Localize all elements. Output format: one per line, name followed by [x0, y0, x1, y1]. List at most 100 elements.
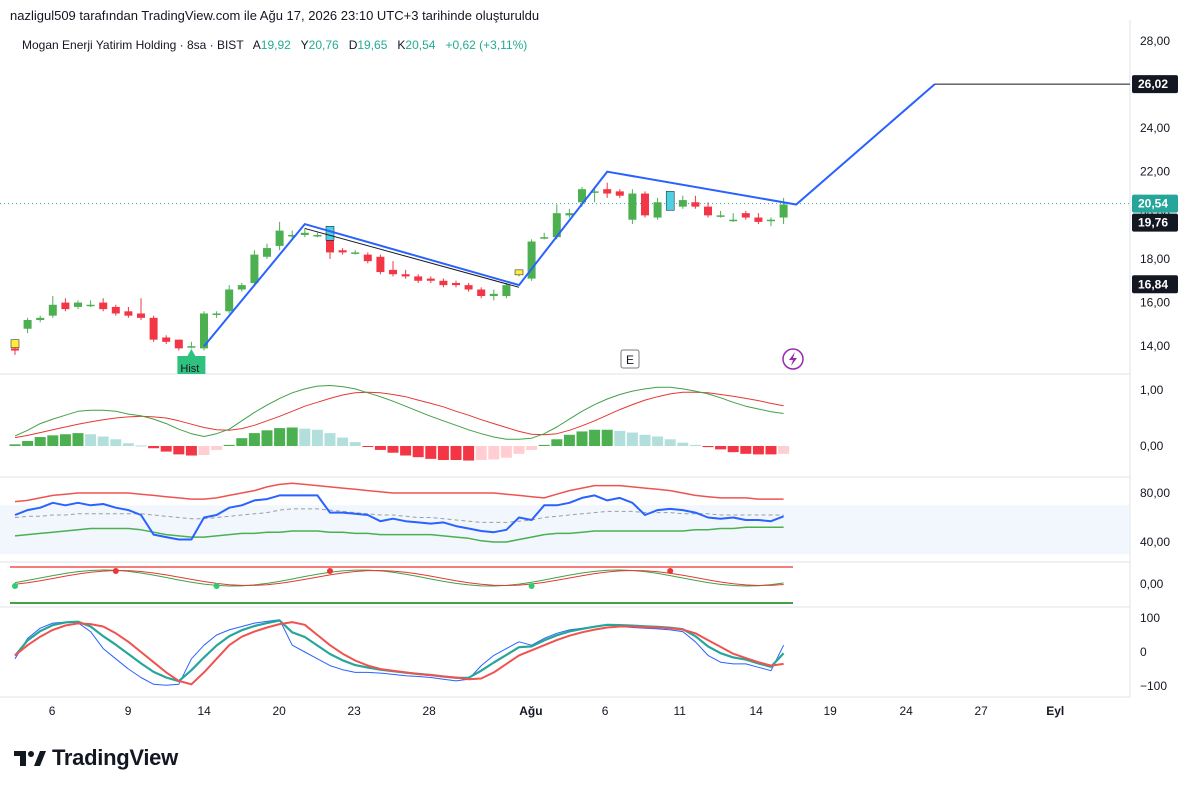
stoch-slow-line — [14, 621, 784, 686]
candle-body — [452, 282, 460, 286]
high-price-label: 19,76 — [1138, 216, 1168, 230]
candle-body — [414, 276, 423, 281]
macd-histogram-bar — [198, 446, 210, 455]
target-price-label: 26,02 — [1138, 77, 1168, 91]
macd-histogram-bar — [563, 434, 575, 446]
macd-histogram-bar — [97, 436, 109, 446]
pattern-line-parallel — [304, 227, 520, 288]
candle-body — [200, 313, 208, 349]
macd-histogram-bar — [135, 445, 147, 447]
macd-histogram-bar — [400, 446, 412, 456]
candle-body — [300, 232, 309, 235]
candle-body — [540, 237, 549, 239]
candle-body — [288, 234, 297, 237]
high-price-label-bg — [1132, 213, 1178, 232]
macd-histogram-bar — [652, 436, 664, 446]
support-price-label: 16,84 — [1138, 277, 1168, 291]
candle-body — [162, 337, 171, 342]
macd-histogram-bar — [576, 431, 588, 446]
time-tick-label: 24 — [900, 704, 914, 718]
macd-histogram-bar — [374, 446, 386, 450]
macd-histogram-bar — [362, 446, 374, 447]
alert-candle — [10, 339, 20, 348]
candle-body — [502, 285, 511, 297]
macd-histogram-bar — [639, 434, 651, 446]
macd-histogram-bar — [551, 439, 563, 446]
macd-tick-label: 0,00 — [1140, 439, 1164, 453]
macd-histogram-bar — [223, 444, 235, 446]
macd-histogram-bar — [626, 432, 638, 446]
macd-histogram-bar — [173, 446, 185, 455]
macd-histogram-bar — [715, 446, 727, 450]
tradingview-logo[interactable]: TradingView — [12, 745, 178, 771]
high-label: Y — [300, 38, 309, 52]
alert-candle — [325, 226, 335, 241]
macd-histogram-bar — [324, 433, 336, 446]
stoch-tick-label: 100 — [1140, 611, 1160, 625]
support-price-label-bg — [1132, 275, 1178, 294]
candle-body — [628, 193, 637, 220]
macd-histogram-bar — [47, 435, 59, 446]
candle-body — [212, 313, 221, 315]
candle-body — [237, 285, 246, 290]
macd-histogram-bar — [526, 446, 538, 450]
brand-name: TradingView — [52, 745, 178, 770]
candle-body — [527, 241, 536, 279]
candle-body — [250, 254, 259, 283]
candle-body — [74, 302, 82, 307]
macd-histogram-bar — [85, 434, 97, 446]
time-tick-label: 27 — [975, 704, 989, 718]
rsi-tick-label: 40,00 — [1140, 535, 1170, 549]
candle-body — [477, 289, 486, 297]
macd-histogram-bar — [765, 446, 777, 455]
price-tick-label: 28,00 — [1140, 34, 1170, 48]
candle-body — [578, 189, 586, 203]
macd-histogram-bar — [248, 433, 260, 446]
candle-body — [729, 219, 738, 222]
candle-body — [23, 320, 32, 329]
wavetrend-cross-dot — [667, 568, 674, 574]
macd-histogram-bar — [589, 429, 601, 446]
stoch-tick-label: 0 — [1140, 645, 1147, 659]
chart-attribution: nazligul509 tarafından TradingView.com i… — [10, 8, 540, 23]
candle-body — [754, 217, 763, 222]
candle-body — [111, 306, 120, 314]
pattern-line — [203, 83, 936, 347]
macd-histogram-bar — [702, 446, 714, 448]
candle-body — [641, 193, 649, 216]
macd-histogram-bar — [727, 446, 739, 453]
candle-body — [439, 280, 448, 286]
macd-histogram-bar — [463, 446, 475, 461]
macd-histogram-bar — [22, 440, 34, 446]
rsi-band-fill — [0, 505, 1130, 555]
macd-histogram-bar — [437, 446, 449, 460]
earnings-marker — [620, 349, 640, 369]
macd-histogram-bar — [148, 446, 160, 449]
candle-body — [767, 219, 775, 222]
macd-histogram-bar — [299, 428, 311, 446]
candle-body — [691, 202, 700, 207]
candle-body — [351, 252, 360, 254]
macd-histogram-bar — [778, 446, 790, 454]
macd-histogram-bar — [122, 443, 134, 446]
price-tick-label: 14,00 — [1140, 339, 1170, 353]
macd-histogram-bar — [475, 446, 487, 460]
symbol-legend: Mogan Enerji Yatirim Holding · 8sa · BIS… — [22, 38, 527, 52]
candle-body — [779, 204, 788, 218]
close-value: 20,54 — [405, 38, 436, 52]
candle-body — [716, 215, 725, 217]
last-price-label-bg — [1132, 194, 1178, 213]
macd-histogram-bar — [72, 433, 84, 446]
candle-body — [124, 311, 133, 316]
price-tick-label: 16,00 — [1140, 296, 1170, 310]
time-tick-label: 20 — [273, 704, 287, 718]
candle-body — [61, 302, 70, 310]
time-tick-label: 28 — [423, 704, 437, 718]
time-tick-label: 14 — [198, 704, 212, 718]
rsi-lower-band — [14, 526, 784, 543]
macd-histogram-bar — [34, 437, 46, 446]
macd-histogram-bar — [236, 438, 248, 446]
candle-body — [426, 278, 435, 281]
macd-histogram-bar — [211, 446, 223, 450]
